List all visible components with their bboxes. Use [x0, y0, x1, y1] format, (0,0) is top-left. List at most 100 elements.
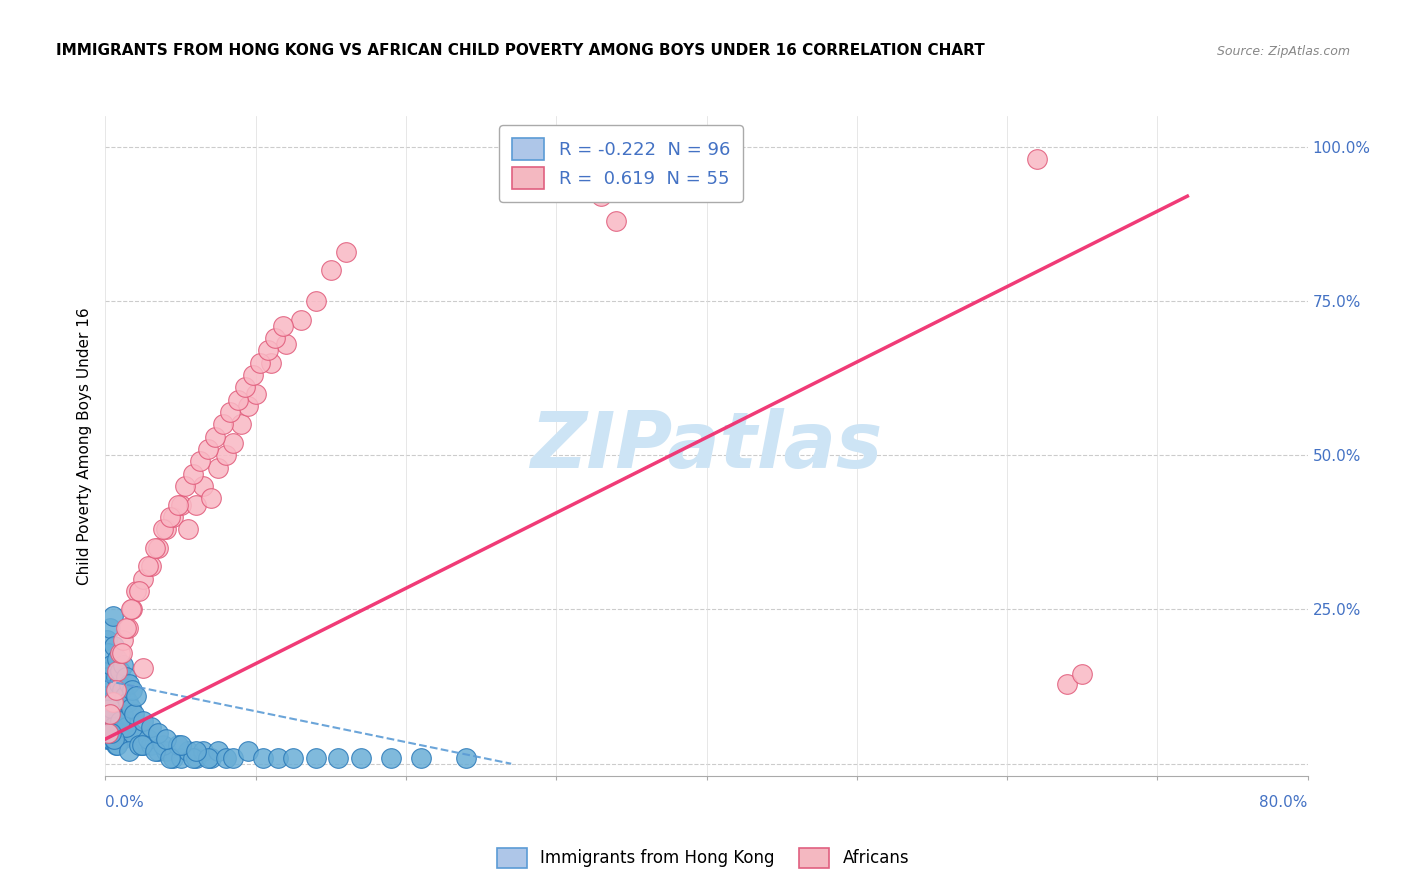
Point: [290, 312, 312, 326]
Point: [98, 707, 121, 722]
Point: [136, 559, 159, 574]
Point: [97, 726, 120, 740]
Point: [101, 608, 124, 623]
Point: [121, 602, 143, 616]
Point: [1026, 152, 1049, 166]
Point: [242, 368, 264, 382]
Point: [146, 726, 169, 740]
Point: [100, 701, 122, 715]
Point: [155, 744, 177, 758]
Point: [114, 689, 136, 703]
Point: [124, 732, 146, 747]
Point: [152, 738, 174, 752]
Text: ZIPatlas: ZIPatlas: [530, 408, 883, 484]
Point: [107, 652, 129, 666]
Point: [181, 750, 204, 764]
Point: [118, 676, 141, 690]
Point: [222, 750, 245, 764]
Point: [238, 399, 260, 413]
Point: [233, 380, 256, 394]
Point: [219, 405, 242, 419]
Point: [166, 738, 188, 752]
Point: [131, 738, 153, 752]
Point: [97, 726, 120, 740]
Point: [111, 646, 134, 660]
Y-axis label: Child Poverty Among Boys Under 16: Child Poverty Among Boys Under 16: [76, 307, 91, 585]
Legend: Immigrants from Hong Kong, Africans: Immigrants from Hong Kong, Africans: [489, 841, 917, 875]
Point: [1071, 667, 1094, 681]
Point: [191, 479, 214, 493]
Point: [162, 750, 184, 764]
Point: [112, 633, 135, 648]
Point: [191, 744, 214, 758]
Point: [214, 750, 236, 764]
Point: [107, 676, 129, 690]
Point: [96, 682, 118, 697]
Point: [305, 750, 328, 764]
Point: [96, 633, 118, 648]
Point: [100, 726, 122, 740]
Point: [110, 646, 132, 660]
Point: [245, 386, 267, 401]
Point: [214, 448, 236, 462]
Point: [226, 392, 249, 407]
Point: [159, 510, 181, 524]
Point: [96, 732, 118, 747]
Point: [112, 707, 135, 722]
Point: [96, 720, 118, 734]
Point: [166, 498, 188, 512]
Point: [184, 750, 207, 764]
Point: [305, 293, 328, 308]
Point: [222, 436, 245, 450]
Point: [110, 714, 132, 728]
Point: [98, 732, 121, 747]
Point: [249, 356, 271, 370]
Point: [103, 701, 125, 715]
Point: [108, 676, 131, 690]
Point: [107, 664, 129, 678]
Point: [605, 214, 627, 228]
Point: [319, 263, 342, 277]
Point: [274, 337, 297, 351]
Point: [115, 621, 138, 635]
Point: [169, 738, 191, 752]
Point: [169, 750, 191, 764]
Text: Source: ZipAtlas.com: Source: ZipAtlas.com: [1216, 45, 1350, 58]
Point: [124, 689, 146, 703]
Point: [177, 744, 200, 758]
Point: [100, 707, 122, 722]
Point: [101, 720, 124, 734]
Point: [98, 701, 121, 715]
Point: [110, 664, 132, 678]
Point: [107, 738, 129, 752]
Point: [252, 750, 274, 764]
Point: [98, 714, 121, 728]
Point: [118, 744, 141, 758]
Point: [229, 417, 252, 432]
Point: [139, 738, 162, 752]
Point: [454, 750, 477, 764]
Point: [100, 695, 122, 709]
Point: [271, 318, 294, 333]
Point: [1056, 676, 1078, 690]
Point: [97, 664, 120, 678]
Point: [128, 738, 150, 752]
Point: [124, 584, 146, 599]
Point: [122, 707, 145, 722]
Point: [256, 343, 278, 358]
Point: [409, 750, 432, 764]
Point: [197, 442, 219, 456]
Point: [267, 750, 290, 764]
Point: [103, 732, 125, 747]
Point: [98, 695, 121, 709]
Point: [98, 621, 121, 635]
Point: [104, 738, 127, 752]
Point: [181, 467, 204, 481]
Point: [155, 522, 177, 536]
Point: [111, 682, 134, 697]
Point: [260, 356, 283, 370]
Point: [121, 682, 143, 697]
Point: [380, 750, 402, 764]
Point: [132, 738, 155, 752]
Point: [110, 714, 132, 728]
